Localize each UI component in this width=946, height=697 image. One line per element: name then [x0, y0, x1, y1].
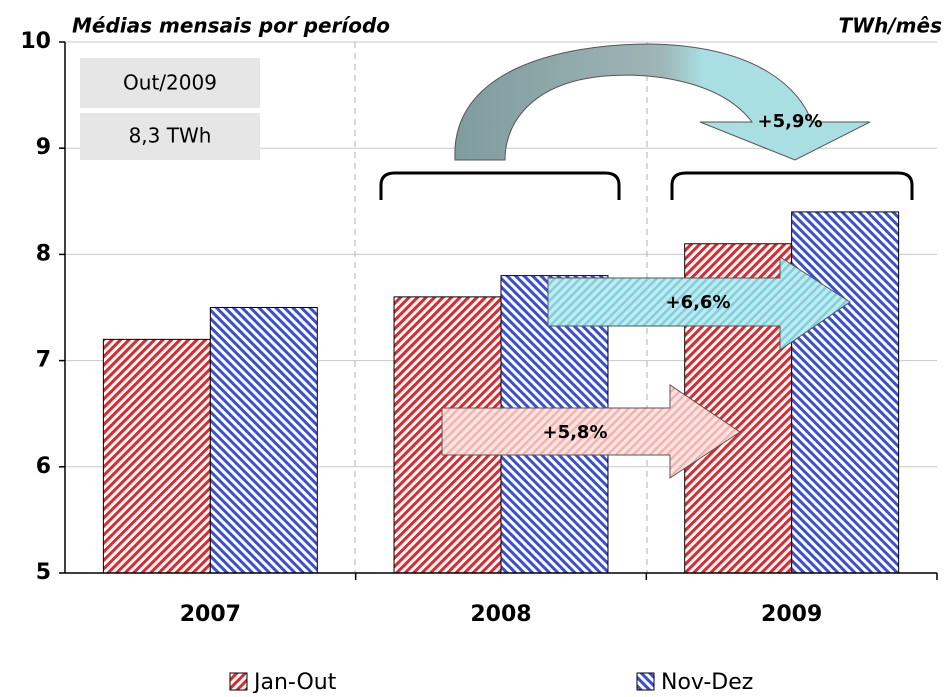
legend-label: Nov-Dez — [661, 670, 753, 693]
y-tick-label: 6 — [36, 454, 51, 479]
curved-arrow — [454, 43, 871, 161]
info-box — [80, 113, 260, 160]
y-tick-label: 7 — [36, 348, 51, 373]
bar — [102, 338, 211, 574]
bracket — [379, 171, 621, 200]
growth-arrow — [547, 256, 851, 351]
x-tick-label: 2009 — [761, 602, 822, 627]
growth-label: +5,8% — [542, 422, 607, 443]
legend-swatch — [636, 672, 655, 691]
bar — [791, 211, 900, 574]
y-tick-label: 9 — [36, 135, 51, 160]
y-tick-label: 5 — [36, 560, 51, 585]
growth-label: +5,9% — [757, 111, 822, 132]
growth-label: +6,6% — [665, 292, 730, 313]
chart-title: Médias mensais por período — [72, 14, 390, 38]
x-tick-label: 2008 — [470, 602, 531, 627]
unit-label: TWh/mês — [838, 14, 942, 38]
y-tick-label: 8 — [36, 241, 51, 266]
legend-swatch — [229, 672, 248, 691]
bar — [209, 307, 318, 574]
info-text: 8,3 TWh — [129, 124, 212, 148]
info-box — [80, 58, 260, 108]
bracket — [670, 171, 914, 200]
x-tick-label: 2007 — [180, 602, 241, 627]
info-text: Out/2009 — [123, 71, 217, 95]
growth-arrow — [441, 384, 741, 479]
legend-label: Jan-Out — [252, 670, 337, 693]
y-tick-label: 10 — [20, 29, 51, 54]
